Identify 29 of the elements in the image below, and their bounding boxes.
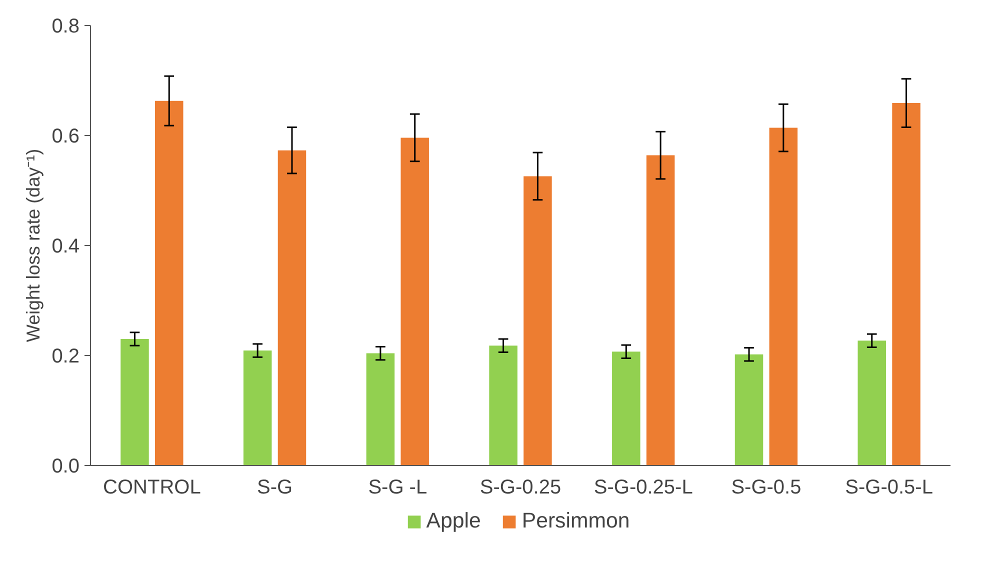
y-tick-label: 0.0 [52,456,80,478]
bar [120,339,149,466]
bar [155,100,184,466]
bar [612,352,640,466]
y-tick-label: 0.8 [52,16,80,38]
bar [366,353,395,466]
bar [769,128,798,466]
bar [734,354,764,466]
legend-label: Apple [426,508,481,534]
y-axis-title: Weight loss rate (day⁻¹) [22,148,44,342]
bar [489,346,518,466]
bar [858,340,886,466]
bar [892,103,920,466]
y-tick-label: 0.6 [52,126,80,148]
bar [400,138,429,466]
x-tick-label: CONTROL [103,476,201,498]
x-tick-label: S-G-0.25-L [594,476,693,498]
y-tick-label: 0.2 [52,346,80,368]
x-tick-label: S-G-0.25 [480,476,562,498]
bar [278,150,306,466]
bar [243,350,272,466]
x-tick-label: S-G-0.5-L [845,476,933,498]
bar [524,176,552,466]
y-tick-label: 0.4 [52,236,80,258]
x-tick-label: S-G [257,476,293,498]
x-tick-label: S-G -L [368,476,428,498]
x-tick-label: S-G-0.5 [731,476,802,498]
legend-label: Persimmon [522,508,630,534]
bar [646,155,675,466]
